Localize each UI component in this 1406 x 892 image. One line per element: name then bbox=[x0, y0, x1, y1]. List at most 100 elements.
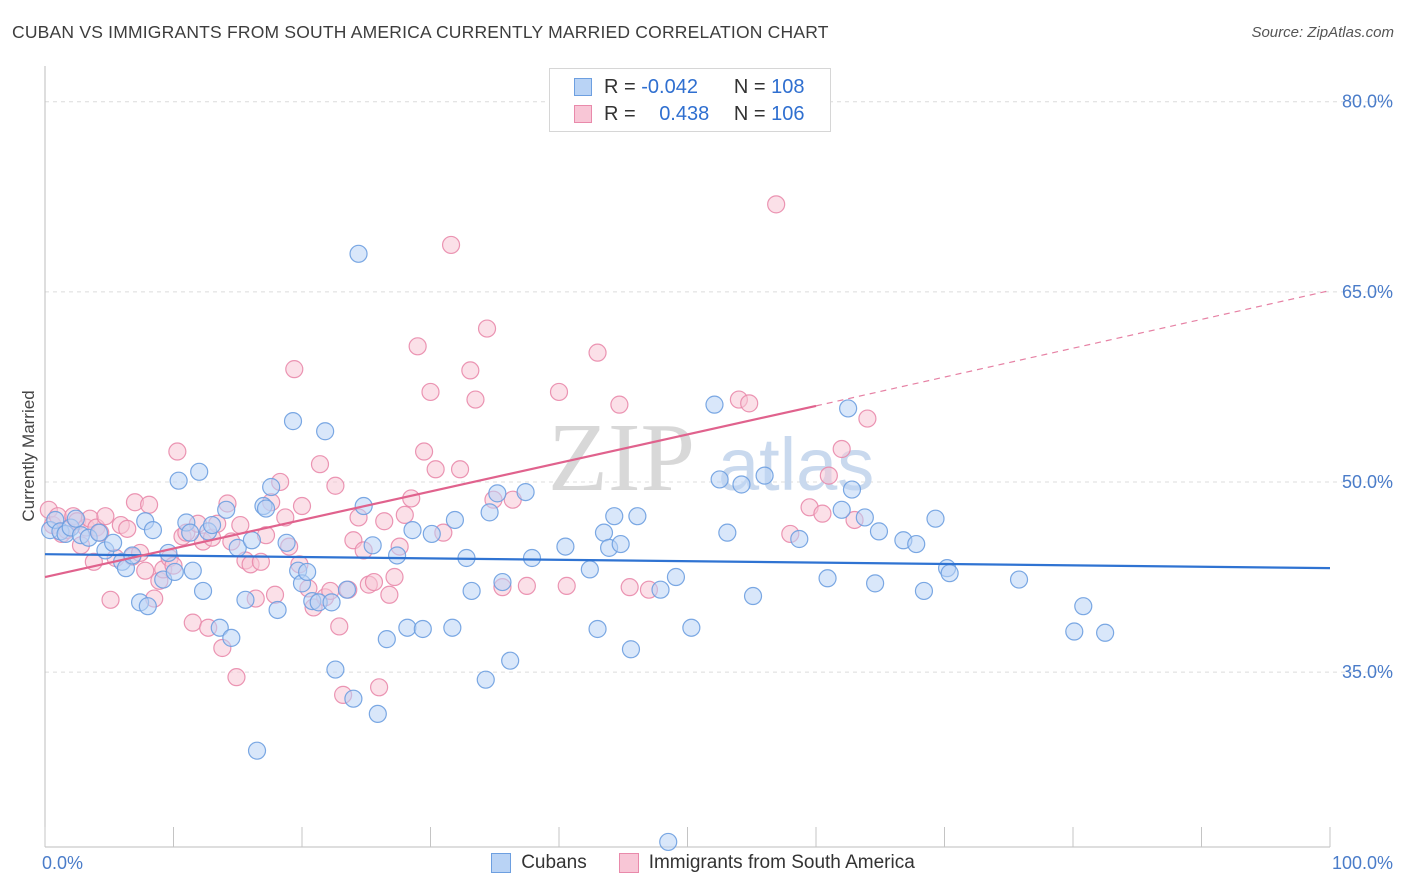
point-south-america bbox=[227, 668, 246, 687]
point-cubans bbox=[621, 640, 641, 659]
trend-line-south-america bbox=[44, 404, 817, 579]
point-cubans bbox=[143, 521, 163, 540]
point-south-america bbox=[441, 235, 461, 255]
legend-row-cubans: R = -0.042 N = 108 bbox=[574, 74, 805, 100]
point-cubans bbox=[169, 471, 188, 490]
point-cubans bbox=[337, 580, 357, 599]
point-south-america bbox=[858, 409, 877, 428]
point-south-america bbox=[364, 572, 384, 592]
legend-n-value: 106 bbox=[771, 102, 805, 125]
point-cubans bbox=[718, 523, 737, 542]
point-south-america bbox=[819, 466, 838, 485]
point-cubans bbox=[165, 562, 184, 582]
point-cubans bbox=[1065, 622, 1084, 641]
point-cubans bbox=[869, 522, 889, 541]
point-cubans bbox=[322, 593, 341, 612]
point-cubans bbox=[940, 564, 959, 583]
point-south-america bbox=[402, 489, 421, 508]
legend-swatch-south-america bbox=[618, 853, 639, 873]
point-cubans bbox=[387, 546, 407, 565]
point-south-america bbox=[370, 678, 389, 697]
trend-lines bbox=[44, 289, 1331, 579]
point-cubans bbox=[217, 500, 236, 519]
point-south-america bbox=[183, 613, 202, 632]
point-south-america bbox=[414, 442, 434, 461]
point-south-america bbox=[517, 576, 536, 595]
y-tick-label: 35.0% bbox=[1342, 662, 1393, 682]
point-south-america bbox=[326, 476, 345, 495]
legend-r-label: R = bbox=[604, 102, 636, 125]
point-cubans bbox=[247, 741, 267, 760]
point-cubans bbox=[501, 651, 520, 670]
point-cubans bbox=[755, 466, 774, 485]
point-south-america bbox=[450, 460, 470, 479]
point-cubans bbox=[682, 618, 701, 637]
legend-label-south-america: Immigrants from South America bbox=[648, 852, 915, 873]
point-cubans bbox=[377, 630, 396, 649]
point-south-america bbox=[96, 507, 115, 526]
legend-item-cubans: Cubans bbox=[491, 852, 587, 874]
point-cubans bbox=[193, 581, 213, 601]
point-cubans bbox=[832, 500, 851, 519]
chart-title: CUBAN VS IMMIGRANTS FROM SOUTH AMERICA C… bbox=[12, 22, 829, 42]
point-cubans bbox=[66, 509, 85, 528]
point-cubans bbox=[242, 531, 261, 550]
point-south-america bbox=[620, 578, 639, 597]
point-cubans bbox=[413, 619, 432, 639]
tick-labels: 35.0% 50.0% 65.0% 80.0% 0.0% 100.0% bbox=[42, 92, 1393, 873]
point-cubans bbox=[732, 475, 751, 494]
point-cubans bbox=[256, 499, 276, 518]
point-cubans bbox=[298, 562, 317, 582]
point-cubans bbox=[268, 600, 287, 620]
point-south-america bbox=[395, 505, 414, 525]
point-cubans bbox=[842, 480, 862, 499]
x-tick-label: 0.0% bbox=[42, 853, 83, 873]
legend-r-value: -0.042 bbox=[641, 75, 698, 98]
point-south-america bbox=[557, 576, 576, 595]
legend-item-south-america: Immigrants from South America bbox=[618, 852, 915, 874]
point-south-america bbox=[477, 319, 497, 338]
point-south-america bbox=[310, 455, 330, 474]
point-south-america bbox=[375, 512, 394, 531]
point-cubans bbox=[493, 572, 512, 592]
point-south-america bbox=[832, 439, 851, 459]
point-cubans bbox=[403, 521, 422, 540]
grid-lines bbox=[45, 101, 1392, 673]
series-legend: Cubans Immigrants from South America bbox=[0, 852, 1406, 874]
watermark-zip: ZIP bbox=[548, 404, 695, 512]
point-cubans bbox=[443, 618, 462, 637]
point-cubans bbox=[181, 523, 200, 542]
point-cubans bbox=[138, 597, 157, 616]
point-cubans bbox=[666, 567, 686, 587]
point-cubans bbox=[516, 482, 535, 502]
point-south-america bbox=[767, 195, 786, 214]
point-cubans bbox=[190, 462, 209, 481]
legend-n-label: N = bbox=[733, 75, 766, 98]
point-cubans bbox=[462, 581, 481, 601]
stats-legend: R = -0.042 N = 108 R = 0.438 N = 106 bbox=[549, 68, 831, 132]
y-tick-label: 50.0% bbox=[1342, 472, 1393, 492]
point-cubans bbox=[283, 412, 303, 431]
point-south-america bbox=[265, 585, 285, 604]
legend-n-value: 108 bbox=[771, 75, 805, 98]
point-cubans bbox=[277, 533, 296, 552]
point-cubans bbox=[926, 509, 945, 528]
point-cubans bbox=[588, 619, 607, 639]
point-cubans bbox=[1096, 623, 1115, 642]
source-label: Source: ZipAtlas.com bbox=[1251, 24, 1394, 41]
point-cubans bbox=[159, 543, 178, 563]
point-south-america bbox=[101, 590, 120, 609]
point-cubans bbox=[480, 503, 499, 522]
trend-line-south-america-extension bbox=[815, 289, 1331, 407]
y-tick-label: 80.0% bbox=[1342, 92, 1393, 112]
point-south-america bbox=[139, 495, 159, 514]
point-cubans bbox=[1074, 597, 1093, 616]
point-south-america bbox=[588, 343, 607, 362]
point-cubans bbox=[488, 484, 507, 503]
point-cubans bbox=[710, 470, 729, 489]
legend-label-cubans: Cubans bbox=[521, 852, 587, 873]
legend-n-label: N = bbox=[733, 102, 766, 125]
point-cubans bbox=[89, 523, 109, 542]
legend-row-south-america: R = 0.438 N = 106 bbox=[574, 101, 805, 127]
